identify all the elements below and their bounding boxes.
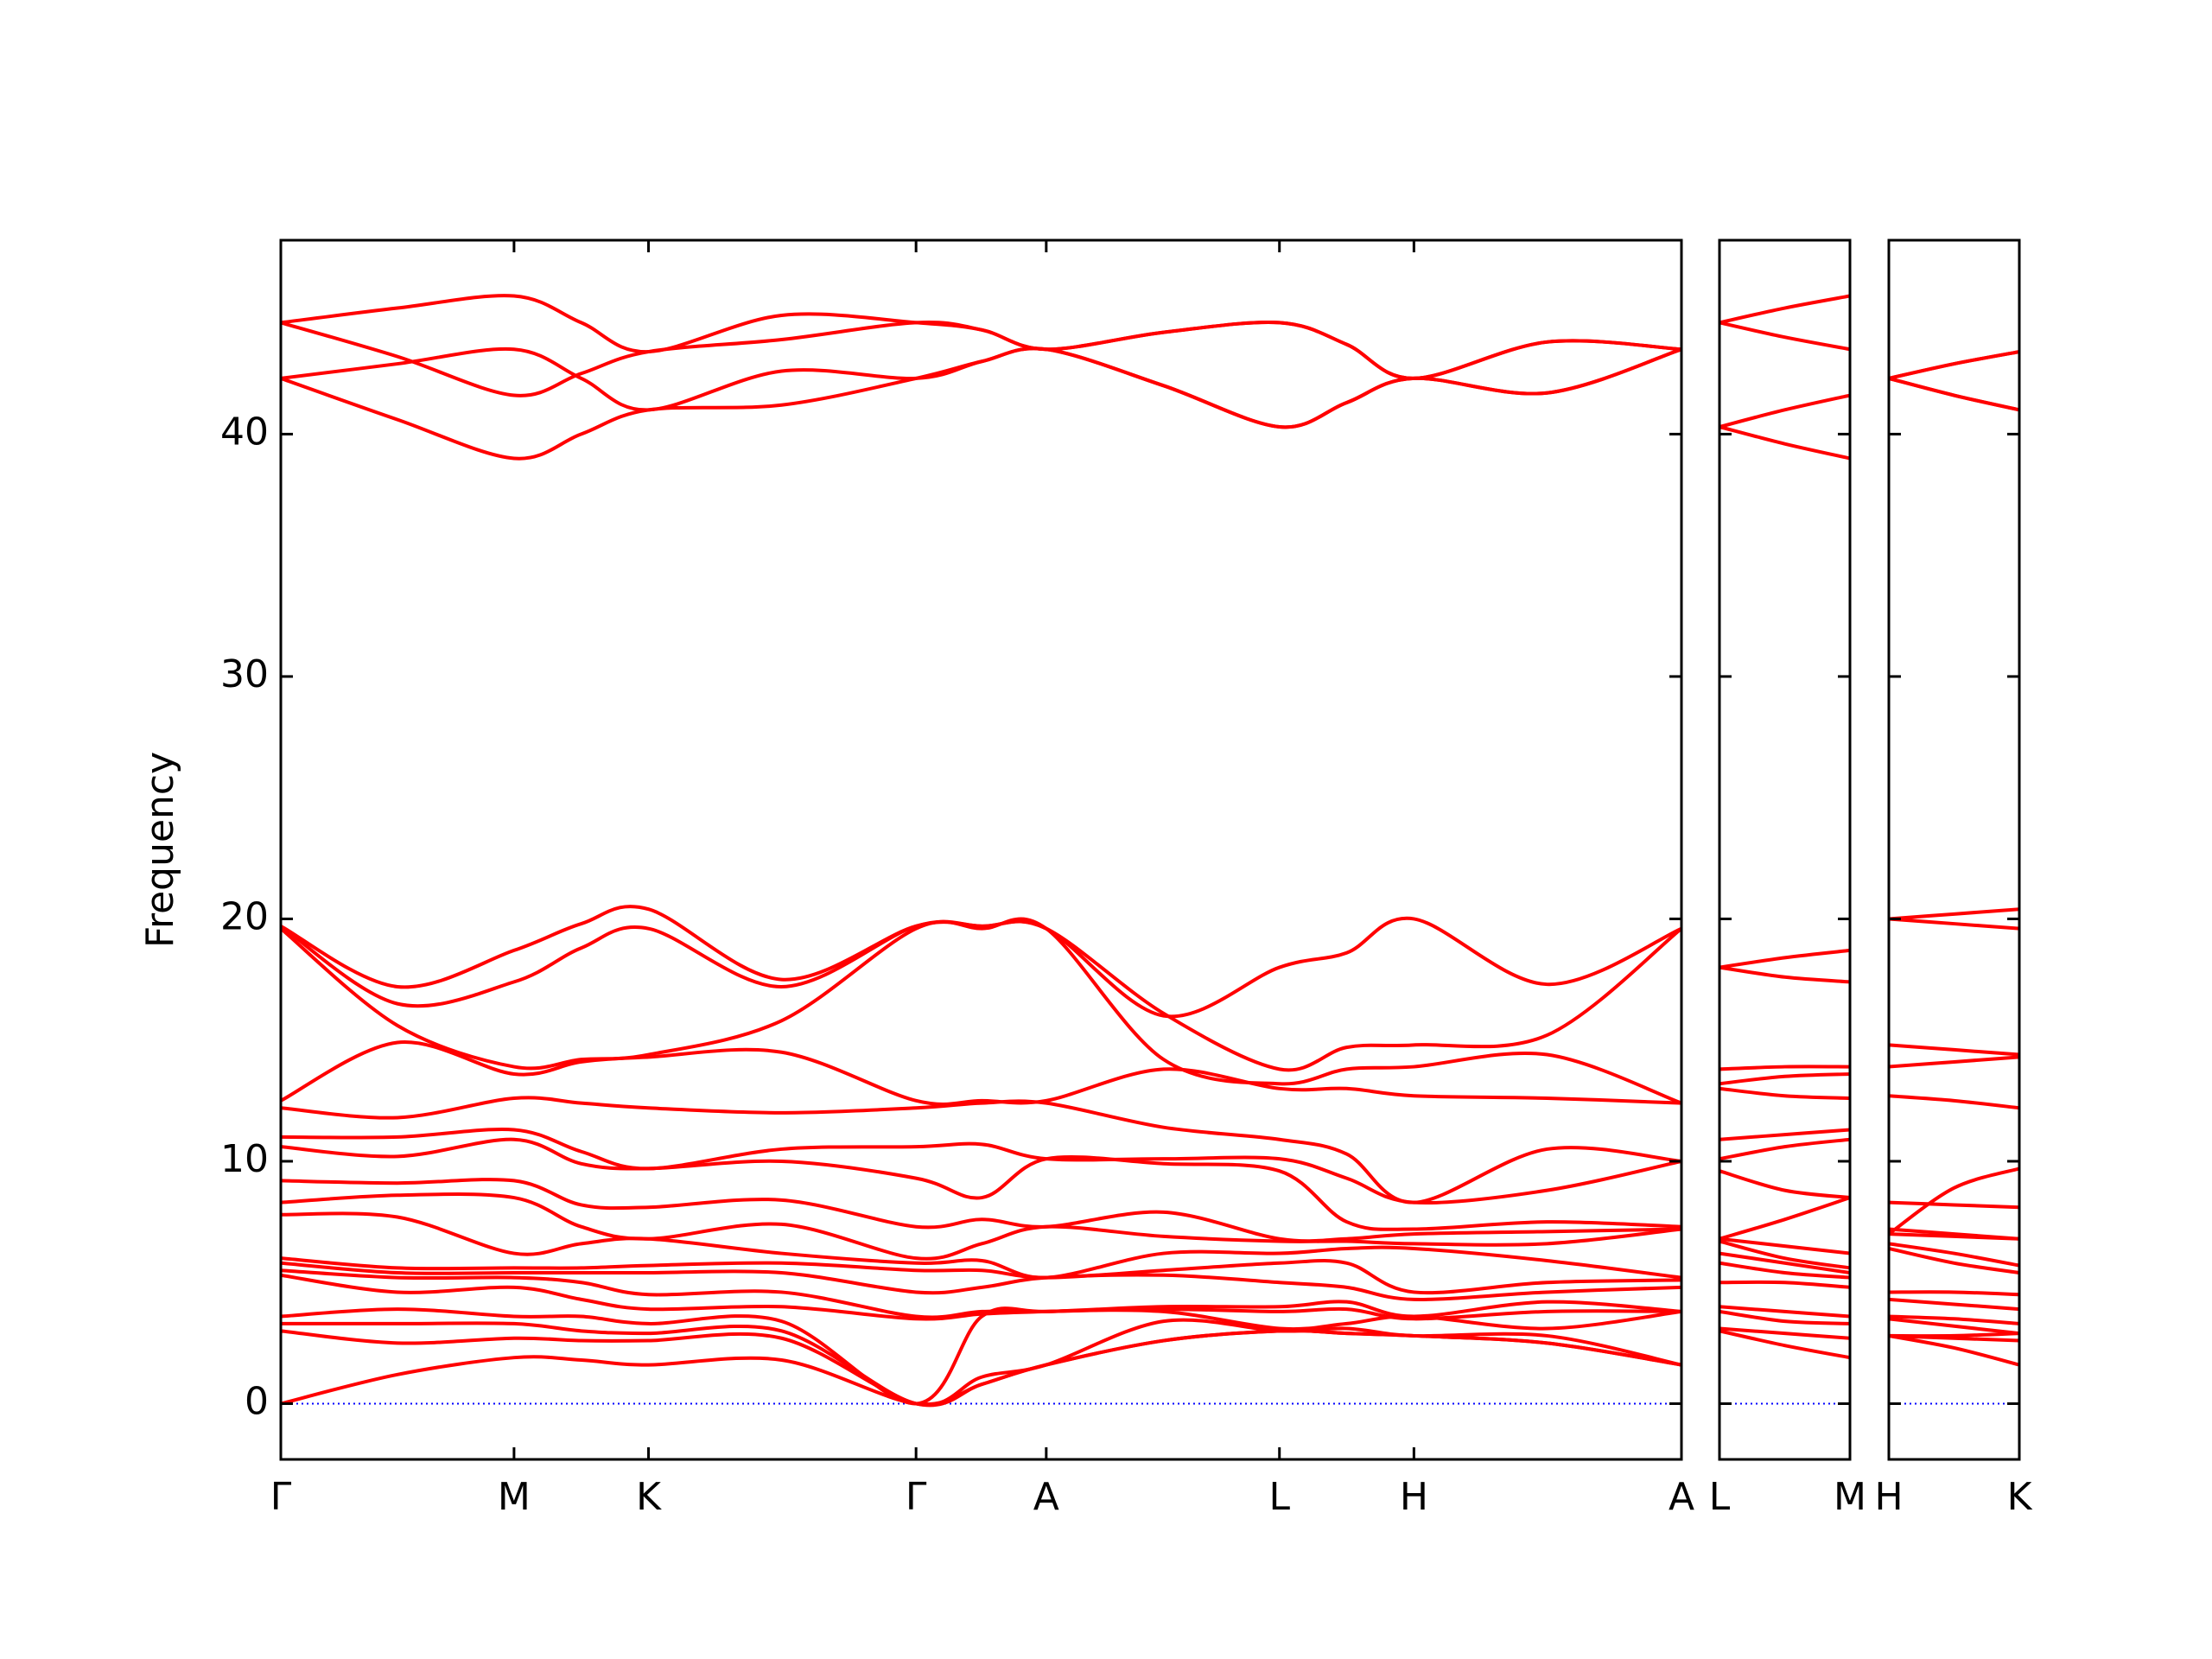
axes-frame xyxy=(1718,238,1852,1461)
band-line xyxy=(1719,393,1850,429)
band-line xyxy=(281,1128,1681,1205)
band-line xyxy=(1889,376,2019,412)
band-line xyxy=(281,1261,1681,1301)
band-line xyxy=(281,1329,1681,1407)
band-line xyxy=(1719,1261,1850,1280)
band-line xyxy=(1719,1169,1850,1200)
band-line xyxy=(1889,1242,2019,1268)
plot-area xyxy=(281,294,1681,1408)
band-line xyxy=(1889,1094,2019,1110)
band-line xyxy=(281,346,1681,461)
band-line xyxy=(1719,1196,1850,1241)
band-line xyxy=(1889,1297,2019,1312)
x-tick-label: L xyxy=(1268,1475,1290,1519)
band-line xyxy=(1889,1043,2019,1057)
x-tick-label: L xyxy=(1709,1475,1731,1519)
band-line xyxy=(1889,1290,2019,1297)
band-line xyxy=(281,1318,1681,1407)
band-line xyxy=(1719,1305,1850,1319)
band-line xyxy=(1719,1236,1850,1255)
band-line xyxy=(281,1137,1681,1231)
band-line xyxy=(1889,1055,2019,1069)
y-tick-label: 0 xyxy=(245,1379,269,1423)
band-line xyxy=(281,1192,1681,1261)
x-tick-label: H xyxy=(1874,1475,1903,1519)
band-line xyxy=(1889,1246,2019,1274)
band-line xyxy=(1889,917,2019,931)
x-tick-label: H xyxy=(1400,1475,1428,1519)
band-line xyxy=(1889,1166,2019,1236)
band-line xyxy=(1719,948,1850,969)
band-line xyxy=(1719,1326,1850,1340)
band-line xyxy=(281,1273,1681,1321)
band-line xyxy=(1889,1232,2019,1241)
plot-area xyxy=(1719,294,1850,1405)
band-line xyxy=(1889,1317,2019,1336)
band-line xyxy=(281,1306,1681,1406)
axes-frame xyxy=(279,238,1683,1461)
band-line xyxy=(1889,1314,2019,1325)
band-line xyxy=(1719,1251,1850,1274)
band-line xyxy=(1719,425,1850,461)
band-line xyxy=(1719,1065,1850,1071)
band-line xyxy=(281,1178,1681,1243)
band-line xyxy=(1719,1128,1850,1141)
band-line xyxy=(1719,1137,1850,1161)
band-line xyxy=(1719,1071,1850,1086)
axes-frame xyxy=(1887,238,2021,1461)
x-tick-label: M xyxy=(498,1475,531,1519)
band-line xyxy=(281,1040,1681,1106)
band-line xyxy=(1889,1200,2019,1210)
band-line xyxy=(1719,1280,1850,1289)
y-tick-label: 20 xyxy=(220,894,269,938)
band-line xyxy=(281,1256,1681,1295)
band-line xyxy=(281,917,1681,1105)
band-line xyxy=(1719,1329,1850,1360)
band-line xyxy=(281,1211,1681,1280)
y-tick-label: 40 xyxy=(220,410,269,454)
x-tick-label: A xyxy=(1033,1475,1059,1519)
band-line xyxy=(1889,907,2019,921)
band-line xyxy=(1889,1333,2019,1343)
x-tick-label: K xyxy=(636,1475,662,1519)
plot-area xyxy=(1889,350,2019,1405)
y-tick-label: 30 xyxy=(220,652,269,696)
band-line xyxy=(1719,1086,1850,1101)
band-line xyxy=(281,1329,1681,1408)
band-line xyxy=(1719,294,1850,325)
band-line xyxy=(1889,350,2019,380)
band-line xyxy=(281,905,1681,1019)
x-tick-label: A xyxy=(1669,1475,1694,1519)
x-tick-label: M xyxy=(1834,1475,1866,1519)
y-tick-label: 10 xyxy=(220,1137,269,1181)
band-line xyxy=(1719,1309,1850,1325)
y-axis-label: Frequency xyxy=(138,752,182,948)
band-line xyxy=(281,919,1681,1072)
band-line xyxy=(281,1096,1681,1205)
band-line xyxy=(1719,965,1850,984)
band-line xyxy=(1889,1333,2019,1367)
band-line xyxy=(281,1268,1681,1319)
x-tick-label: Γ xyxy=(270,1475,292,1519)
band-line xyxy=(281,294,1681,380)
band-line xyxy=(1719,321,1850,352)
x-tick-label: K xyxy=(2007,1475,2033,1519)
band-line xyxy=(1719,1239,1850,1270)
x-tick-label: Γ xyxy=(906,1475,927,1519)
